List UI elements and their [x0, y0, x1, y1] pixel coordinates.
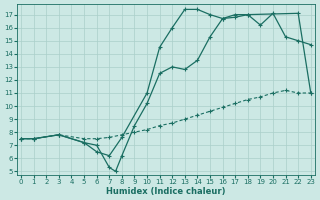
X-axis label: Humidex (Indice chaleur): Humidex (Indice chaleur) — [106, 187, 226, 196]
